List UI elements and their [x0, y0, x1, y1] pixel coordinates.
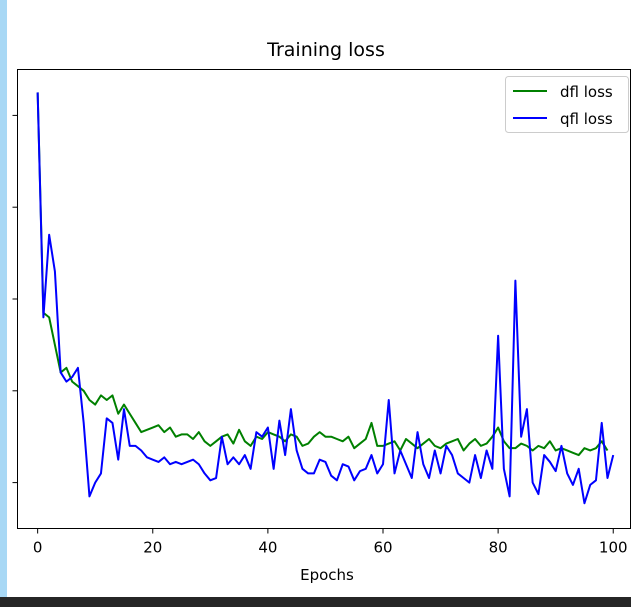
x-tick-label: 0	[33, 539, 43, 557]
legend: dfl loss qfl loss	[505, 76, 629, 133]
legend-label-qfl: qfl loss	[560, 110, 613, 128]
x-axis: 0 20 40 60 80 100	[33, 528, 628, 557]
window-edge-strip	[0, 0, 7, 597]
x-tick-label: 60	[373, 539, 392, 557]
legend-label-dfl: dfl loss	[560, 83, 613, 101]
taskbar-strip	[0, 597, 631, 607]
x-tick-label: 40	[258, 539, 277, 557]
x-tick-label: 20	[143, 539, 162, 557]
series-line-dfl	[36, 92, 609, 457]
series-line-qfl	[36, 92, 615, 505]
series-lines	[36, 92, 615, 505]
y-axis	[12, 114, 18, 484]
x-tick-label: 100	[599, 539, 628, 557]
plot-frame	[17, 69, 631, 529]
x-tick-label: 80	[489, 539, 508, 557]
x-axis-label: Epochs	[300, 566, 354, 584]
chart-title: Training loss	[266, 39, 385, 61]
